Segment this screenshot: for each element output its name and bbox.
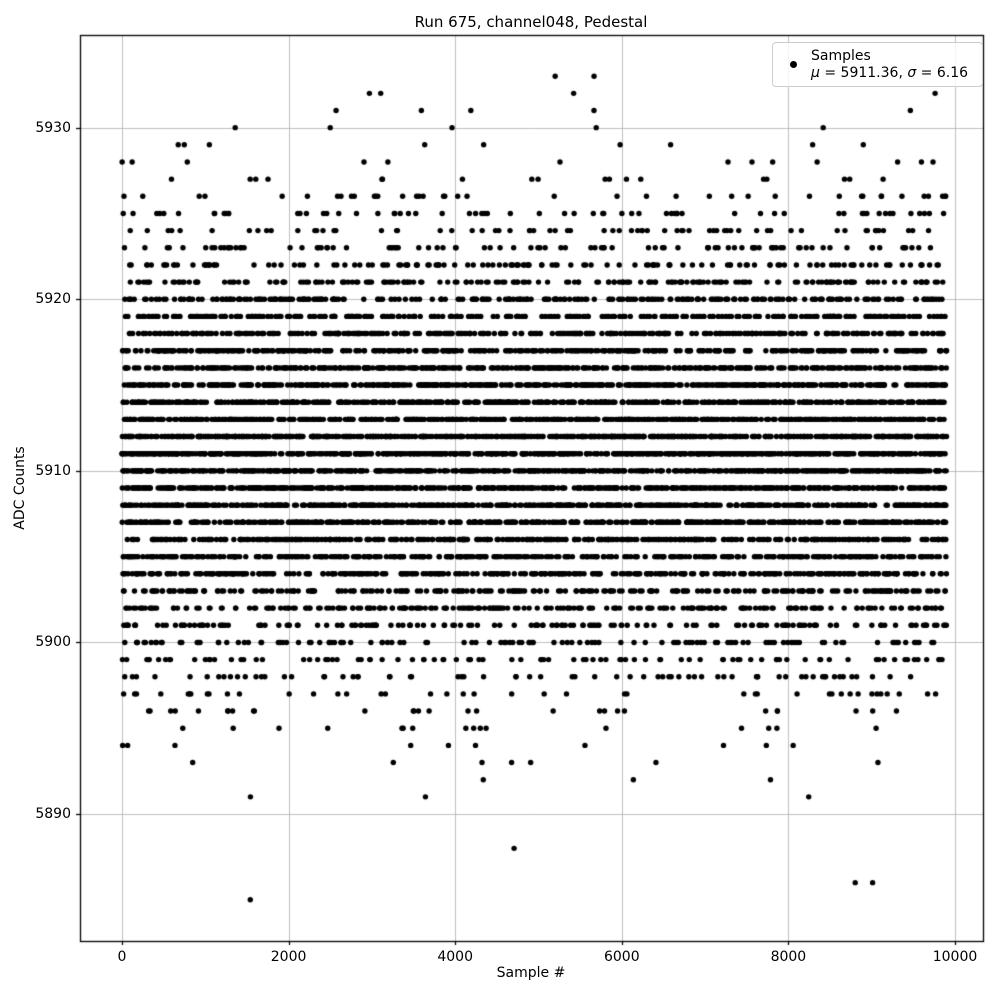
y-tick-label: 5900 (35, 634, 71, 651)
x-axis-label: Sample # (496, 965, 566, 981)
mu-symbol: μ (811, 64, 820, 81)
sigma-symbol: σ (907, 64, 917, 81)
sample-marker-dot-icon (790, 61, 797, 68)
legend-series-label: Samples (811, 47, 871, 64)
x-tick-label: 0 (117, 949, 127, 965)
y-tick-label: 5930 (35, 119, 71, 136)
sigma-value: = 6.16 (916, 64, 969, 81)
x-tick-label: 6000 (603, 949, 640, 965)
legend: Samples μ = 5911.36, σ = 6.16 (772, 42, 983, 87)
y-tick-label: 5910 (35, 462, 71, 479)
mu-value: = 5911.36, (819, 64, 908, 81)
legend-text: Samples μ = 5911.36, σ = 6.16 (811, 48, 968, 82)
x-tick-label: 8000 (770, 949, 807, 965)
x-tick-label: 10000 (932, 949, 978, 965)
y-tick-label: 5890 (35, 806, 71, 823)
legend-stats-line: μ = 5911.36, σ = 6.16 (811, 65, 968, 82)
chart-title: Run 675, channel048, Pedestal (414, 13, 648, 31)
x-tick-label: 2000 (270, 949, 307, 965)
x-tick-label: 4000 (437, 949, 474, 965)
y-axis-label: ADC Counts (12, 446, 28, 530)
y-tick-label: 5920 (35, 291, 71, 308)
